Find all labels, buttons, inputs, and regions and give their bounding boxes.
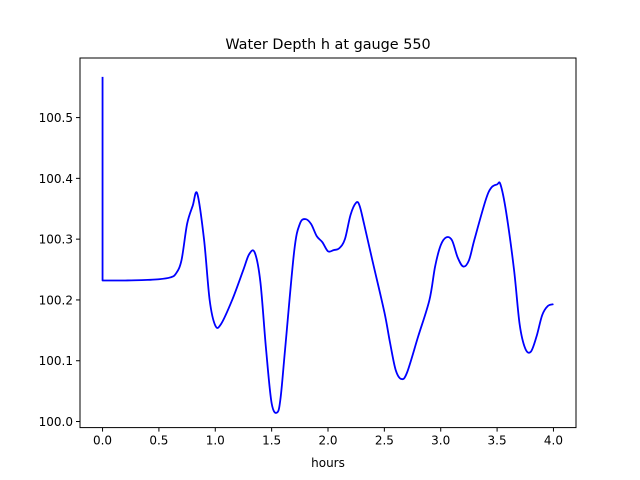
y-tick-label: 100.1 xyxy=(39,354,73,368)
x-tick-label: 3.0 xyxy=(431,434,450,448)
x-tick-label: 2.5 xyxy=(375,434,394,448)
x-axis-ticks: 0.0 0.5 1.0 1.5 2.0 2.5 3.0 3.5 4.0 xyxy=(93,427,563,448)
chart-title: Water Depth h at gauge 550 xyxy=(225,37,430,53)
x-tick-label: 0.0 xyxy=(93,434,112,448)
plot-area xyxy=(80,58,576,428)
y-tick-label: 100.4 xyxy=(39,172,73,186)
y-tick-label: 100.3 xyxy=(39,233,73,247)
series-layer xyxy=(101,76,554,414)
y-tick-label: 100.0 xyxy=(39,415,73,429)
series-line-0 xyxy=(101,76,554,414)
x-tick-label: 1.0 xyxy=(206,434,225,448)
x-tick-label: 1.5 xyxy=(262,434,281,448)
y-tick-label: 100.5 xyxy=(39,111,73,125)
y-axis-ticks: 100.0 100.1 100.2 100.3 100.4 100.5 xyxy=(39,111,80,429)
x-tick-label: 4.0 xyxy=(544,434,563,448)
x-tick-label: 0.5 xyxy=(149,434,168,448)
y-tick-label: 100.2 xyxy=(39,293,73,307)
x-tick-label: 2.0 xyxy=(318,434,337,448)
x-tick-label: 3.5 xyxy=(488,434,507,448)
x-axis-label: hours xyxy=(311,456,345,470)
